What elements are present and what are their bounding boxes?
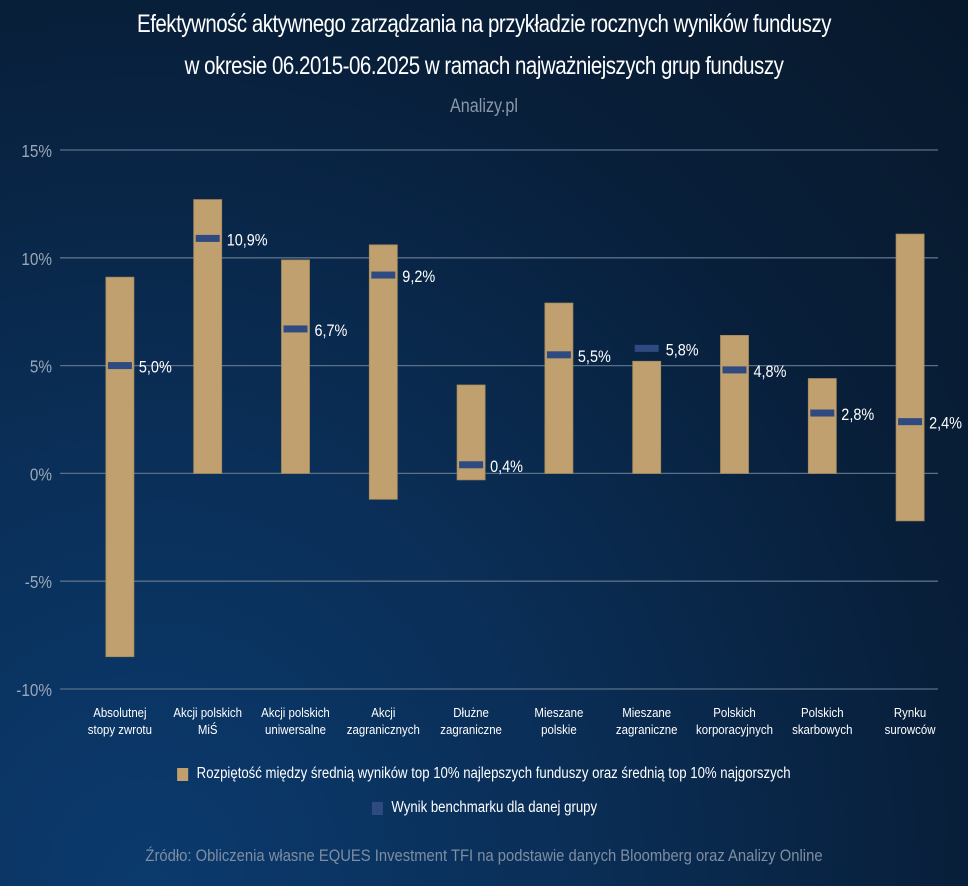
legend-label-range: Rozpiętość między średnią wyników top 10… bbox=[196, 765, 791, 782]
x-tick-label: korporacyjnych bbox=[696, 722, 773, 737]
data-label: 2,4% bbox=[929, 415, 962, 433]
x-tick-label: surowców bbox=[885, 722, 936, 737]
x-tick-label: Akcji polskich bbox=[173, 705, 242, 720]
range-bar bbox=[368, 244, 398, 500]
chart-title-line2: w okresie 06.2015-06.2025 w ramach najwa… bbox=[184, 52, 784, 80]
data-label: 2,8% bbox=[841, 406, 874, 424]
x-tick-label: Absolutnej bbox=[93, 705, 146, 720]
y-tick-label: 10% bbox=[21, 249, 52, 269]
gridlines bbox=[60, 149, 938, 690]
chart-subtitle: Analizy.pl bbox=[450, 96, 518, 117]
legend-label-benchmark: Wynik benchmarku dla danej grupy bbox=[390, 799, 597, 816]
benchmark-marker bbox=[634, 344, 659, 352]
x-tick-label: Akcji polskich bbox=[261, 705, 330, 720]
x-tick-label: Polskich bbox=[801, 705, 844, 720]
y-tick-label: -10% bbox=[16, 680, 52, 700]
y-tick-label: -5% bbox=[25, 572, 52, 592]
benchmark-marker bbox=[195, 234, 220, 242]
legend-item-range: Rozpiętość między średnią wyników top 10… bbox=[0, 765, 968, 786]
x-tick-label: Dłużne bbox=[453, 705, 489, 720]
chart-area: 15%10%5%0%-5%-10% 5,0%10,9%6,7%9,2%0,4%5… bbox=[16, 140, 962, 737]
legend-swatch-benchmark bbox=[371, 801, 383, 815]
x-tick-label: stopy zwrotu bbox=[88, 722, 152, 737]
range-bar bbox=[895, 233, 925, 522]
data-label: 5,5% bbox=[578, 348, 611, 366]
x-tick-label: skarbowych bbox=[792, 722, 853, 737]
data-label: 9,2% bbox=[402, 268, 435, 286]
range-bar bbox=[632, 360, 662, 474]
y-tick-label: 0% bbox=[30, 464, 52, 484]
y-tick-label: 15% bbox=[21, 141, 52, 161]
x-tick-label: zagraniczne bbox=[440, 722, 502, 737]
legend-swatch-range bbox=[177, 767, 189, 781]
data-label: 0,4% bbox=[490, 458, 523, 476]
x-tick-label: Mieszane bbox=[622, 705, 671, 720]
range-bar bbox=[105, 276, 135, 658]
benchmark-markers bbox=[107, 234, 923, 469]
chart-title: Efektywność aktywnego zarządzania na prz… bbox=[137, 10, 831, 38]
benchmark-marker bbox=[283, 325, 308, 333]
x-tick-label: Akcji bbox=[371, 705, 395, 720]
x-tick-label: Polskich bbox=[713, 705, 756, 720]
y-tick-label: 5% bbox=[30, 356, 52, 376]
range-bar bbox=[544, 302, 574, 474]
range-bar bbox=[807, 378, 837, 474]
x-tick-label: Mieszane bbox=[534, 705, 583, 720]
range-bar bbox=[281, 259, 310, 474]
data-label: 5,0% bbox=[139, 359, 172, 377]
x-tick-label: zagraniczne bbox=[616, 722, 678, 737]
data-label: 4,8% bbox=[754, 363, 787, 381]
legend-item-benchmark: Wynik benchmarku dla danej grupy bbox=[0, 799, 968, 820]
benchmark-marker bbox=[810, 409, 835, 417]
x-tick-label: polskie bbox=[541, 722, 577, 737]
data-label: 10,9% bbox=[227, 231, 268, 249]
range-bars bbox=[105, 199, 925, 658]
benchmark-marker bbox=[898, 418, 923, 426]
data-label: 6,7% bbox=[315, 322, 348, 340]
benchmark-marker bbox=[107, 362, 132, 370]
data-label: 5,8% bbox=[666, 341, 699, 359]
x-tick-label: Rynku bbox=[894, 705, 926, 720]
x-tick-label: uniwersalne bbox=[265, 722, 326, 737]
benchmark-marker bbox=[459, 461, 484, 469]
x-tick-label: zagranicznych bbox=[347, 722, 420, 737]
benchmark-marker bbox=[722, 366, 747, 374]
data-labels: 5,0% 10,9% 6,7% 9,2% 0,4% 5,5% 5,8% 4,8% 2,8% 2,4… bbox=[139, 231, 962, 476]
y-axis-ticks: 15% 10% 5% 0% -5% -10% bbox=[16, 141, 52, 700]
benchmark-marker bbox=[546, 351, 571, 359]
benchmark-marker bbox=[371, 271, 396, 279]
range-bar bbox=[193, 199, 223, 474]
x-tick-label: MiŚ bbox=[198, 721, 218, 737]
range-bar bbox=[720, 335, 749, 474]
source-note: Źródło: Obliczenia własne EQUES Investme… bbox=[145, 846, 823, 865]
